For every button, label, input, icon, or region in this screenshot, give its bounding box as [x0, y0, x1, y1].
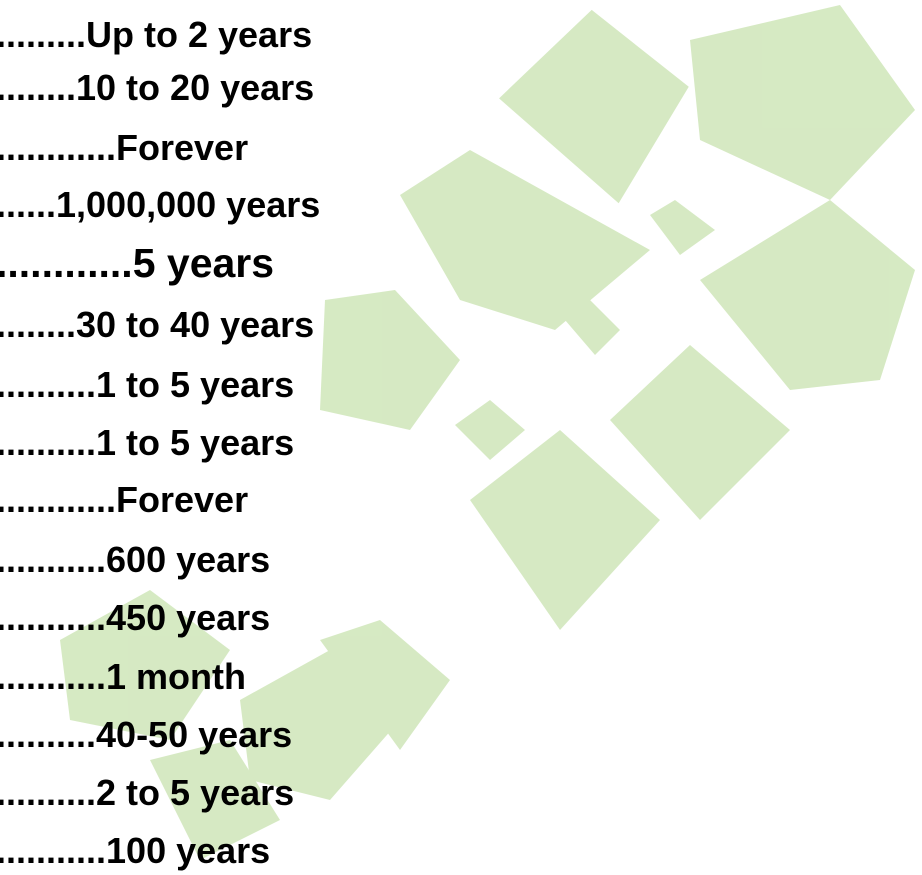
- item-text: ...........1 month: [0, 657, 246, 697]
- item-text: ...........450 years: [0, 598, 270, 638]
- leaf-shape: [650, 200, 715, 255]
- item-text: ............Forever: [0, 480, 248, 520]
- item-text: ........30 to 40 years: [0, 305, 314, 345]
- item-text: ........10 to 20 years: [0, 68, 314, 108]
- item-text: ............5 years: [0, 243, 274, 283]
- item-text: ..........2 to 5 years: [0, 773, 294, 813]
- leaf-shape: [610, 345, 790, 520]
- page: {"items": [ ".........Up to 2 years", ".…: [0, 0, 922, 875]
- item-text: .........Up to 2 years: [0, 15, 312, 55]
- item-text: ..........40-50 years: [0, 715, 292, 755]
- item-text: ...........600 years: [0, 540, 270, 580]
- item-text: ...........100 years: [0, 831, 270, 871]
- leaf-shape: [690, 5, 915, 200]
- leaf-shape: [700, 200, 915, 390]
- item-text: ......1,000,000 years: [0, 185, 320, 225]
- item-text: ..........1 to 5 years: [0, 365, 294, 405]
- leaf-shape: [455, 400, 525, 460]
- item-text: ..........1 to 5 years: [0, 423, 294, 463]
- leaf-shape: [470, 430, 660, 630]
- item-text: ............Forever: [0, 128, 248, 168]
- leaf-shape: [320, 290, 460, 430]
